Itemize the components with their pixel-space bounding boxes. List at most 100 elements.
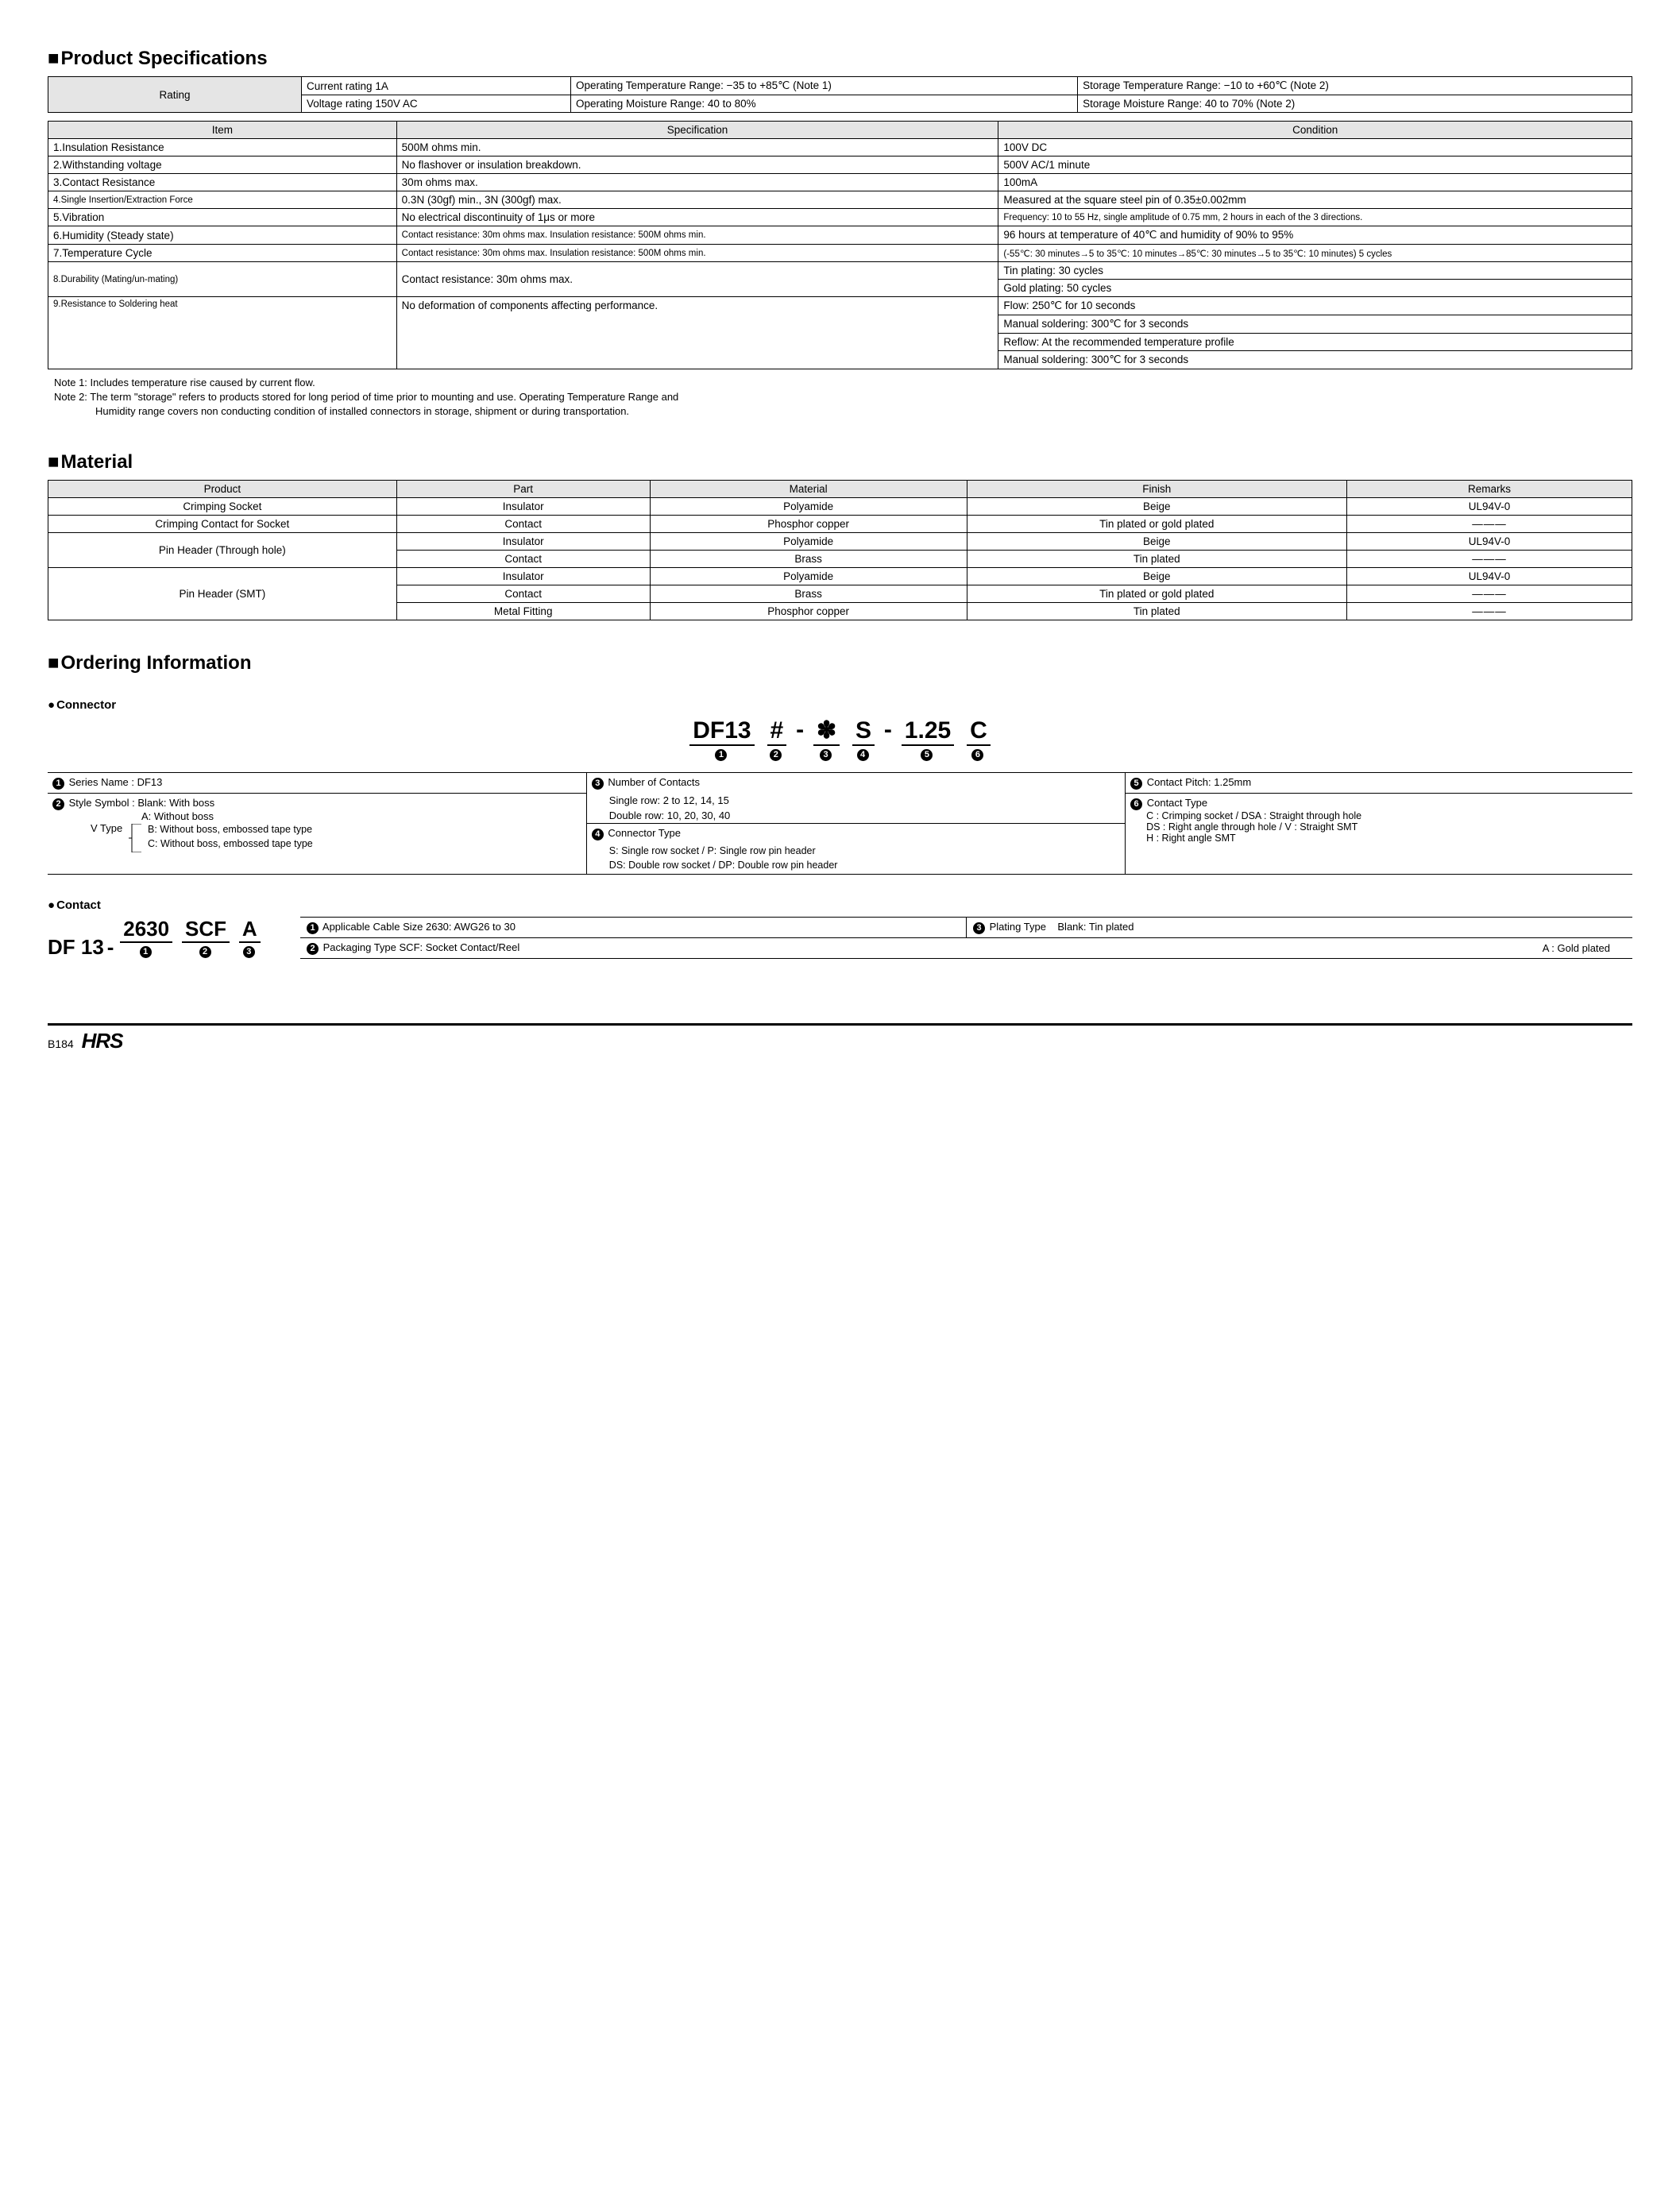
contact-subheader: Contact [48,898,1632,912]
spec8-cond1: Tin plating: 30 cycles [998,262,1632,280]
spec-spec: 500M ohms min. [396,139,998,156]
mat-h1: Product [48,480,397,497]
conn-m2: Single row: 2 to 12, 14, 15 [586,793,1125,808]
conn-r5: H : Right angle SMT [1130,833,1628,844]
conn-m6: DS: Double row socket / DP: Double row p… [586,858,1125,875]
conn-m1: Number of Contacts [608,776,700,788]
mat-cell: Tin plated or gold plated [967,585,1347,602]
spec-cond: 96 hours at temperature of 40℃ and humid… [998,226,1632,245]
cd-c2: 2 Packaging Type SCF: Socket Contact/Ree… [300,938,967,959]
conn-col3: 5 Contact Pitch: 1.25mm [1126,772,1632,793]
mat-h5: Remarks [1347,480,1632,497]
mat-cell: Brass [650,550,967,567]
spec-table: Item Specification Condition 1.Insulatio… [48,121,1632,369]
formula-p2: # [767,717,787,746]
cf-p2: SCF [182,917,230,943]
conn-m5: S: Single row socket / P: Single row pin… [586,844,1125,858]
rating-table: Rating Current rating 1A Operating Tempe… [48,76,1632,113]
spec9-cond3: Reflow: At the recommended temperature p… [998,334,1632,351]
spec8-item: 8.Durability (Mating/un-mating) [48,262,397,297]
mat-cell: Polyamide [650,497,967,515]
spec-spec: Contact resistance: 30m ohms max. Insula… [396,226,998,245]
page-number: B184 [48,1037,74,1050]
section-product-spec: Product Specifications [48,48,1632,70]
contact-desc-block: 1 Applicable Cable Size 2630: AWG26 to 3… [300,917,1632,959]
mat-cell: Tin plated [967,550,1347,567]
spec8-cond2: Gold plating: 50 cycles [998,280,1632,297]
mat-cell: Crimping Socket [48,497,397,515]
mat-cell: Beige [967,532,1347,550]
mat-row: Crimping Contact for Socket Contact Phos… [48,515,1632,532]
mat-h3: Material [650,480,967,497]
spec9-cond4: Manual soldering: 300℃ for 3 seconds [998,351,1632,369]
spec-row: 2.Withstanding voltageNo flashover or in… [48,156,1632,174]
formula-dash: - [884,717,892,744]
cd-c4: A : Gold plated [967,938,1633,959]
conn-col1: 1 Series Name : DF13 [48,772,586,793]
connector-formula: DF131 #2 - ✽3 S4 - 1.255 C6 [48,717,1632,761]
conn-m3: Double row: 10, 20, 30, 40 [586,808,1125,824]
formula-p1: DF13 [689,717,754,746]
mat-cell: Brass [650,585,967,602]
formula-p3: ✽ [813,717,840,746]
spec9-item: 9.Resistance to Soldering heat [48,297,397,369]
mat-cell: Tin plated [967,602,1347,620]
conn-m4: Connector Type [608,827,681,839]
formula-p6: C [967,717,991,746]
mat-row: Pin Header (SMT) Insulator Polyamide Bei… [48,567,1632,585]
mat-cell: Insulator [396,532,650,550]
spec-cond: 100mA [998,174,1632,191]
mat-cell: Beige [967,567,1347,585]
notes-block: Note 1: Includes temperature rise caused… [54,376,1632,419]
rating-opmoist: Operating Moisture Range: 40 to 80% [571,95,1078,113]
spec-cond: Frequency: 10 to 55 Hz, single amplitude… [998,209,1632,226]
mat-cell: UL94V-0 [1347,497,1632,515]
connector-desc-table: 1 Series Name : DF13 3 Number of Contact… [48,772,1632,875]
mat-cell: Polyamide [650,532,967,550]
spec-spec: 30m ohms max. [396,174,998,191]
mat-cell: Tin plated or gold plated [967,515,1347,532]
cd-c1: 1 Applicable Cable Size 2630: AWG26 to 3… [300,918,967,938]
conn-r1: Contact Pitch: 1.25mm [1147,776,1252,788]
mat-cell: UL94V-0 [1347,567,1632,585]
rating-optemp: Operating Temperature Range: −35 to +85℃… [571,77,1078,95]
contact-formula-row: DF 13 - 26301 SCF2 A3 1 Applicable Cable… [48,917,1632,960]
formula-dash: - [796,717,804,744]
rating-voltage: Voltage rating 150V AC [302,95,571,113]
mat-cell: Phosphor copper [650,602,967,620]
conn-l1: Series Name : DF13 [69,776,163,788]
material-table: Product Part Material Finish Remarks Cri… [48,480,1632,620]
conn-r4: DS : Right angle through hole / V : Stra… [1130,821,1628,833]
mat-row: Pin Header (Through hole) Insulator Poly… [48,532,1632,550]
conn-r2: Contact Type [1147,797,1207,809]
cf-p1: 2630 [120,917,172,943]
mat-cell: Phosphor copper [650,515,967,532]
mat-cell: ——— [1347,585,1632,602]
mat-cell: Contact [396,585,650,602]
rating-label: Rating [48,77,302,113]
spec-row: 4.Single Insertion/Extraction Force0.3N … [48,191,1632,209]
spec-item: 6.Humidity (Steady state) [48,226,397,245]
formula-p5: 1.25 [902,717,954,746]
conn-r3: C : Crimping socket / DSA : Straight thr… [1130,810,1628,821]
cf-p3: A [239,917,261,943]
spec-spec: No electrical discontinuity of 1μs or mo… [396,209,998,226]
mat-cell: ——— [1347,602,1632,620]
conn-col2: 3 Number of Contacts [586,772,1125,793]
spec-row: 6.Humidity (Steady state)Contact resista… [48,226,1632,245]
section-material: Material [48,451,1632,473]
spec-row: 7.Temperature CycleContact resistance: 3… [48,245,1632,262]
cf-dash: - [107,935,114,959]
spec-item: 2.Withstanding voltage [48,156,397,174]
mat-cell: UL94V-0 [1347,532,1632,550]
mat-cell: Metal Fitting [396,602,650,620]
note2a: Note 2: The term "storage" refers to pro… [54,390,1632,404]
spec-spec: No flashover or insulation breakdown. [396,156,998,174]
spec9-cond2: Manual soldering: 300℃ for 3 seconds [998,315,1632,334]
mat-cell: Pin Header (SMT) [48,567,397,620]
spec-cond: 100V DC [998,139,1632,156]
spec-hdr-cond: Condition [998,122,1632,139]
formula-p4: S [852,717,875,746]
conn-l4c: C: Without boss, embossed tape type [91,838,581,849]
mat-cell: Insulator [396,567,650,585]
